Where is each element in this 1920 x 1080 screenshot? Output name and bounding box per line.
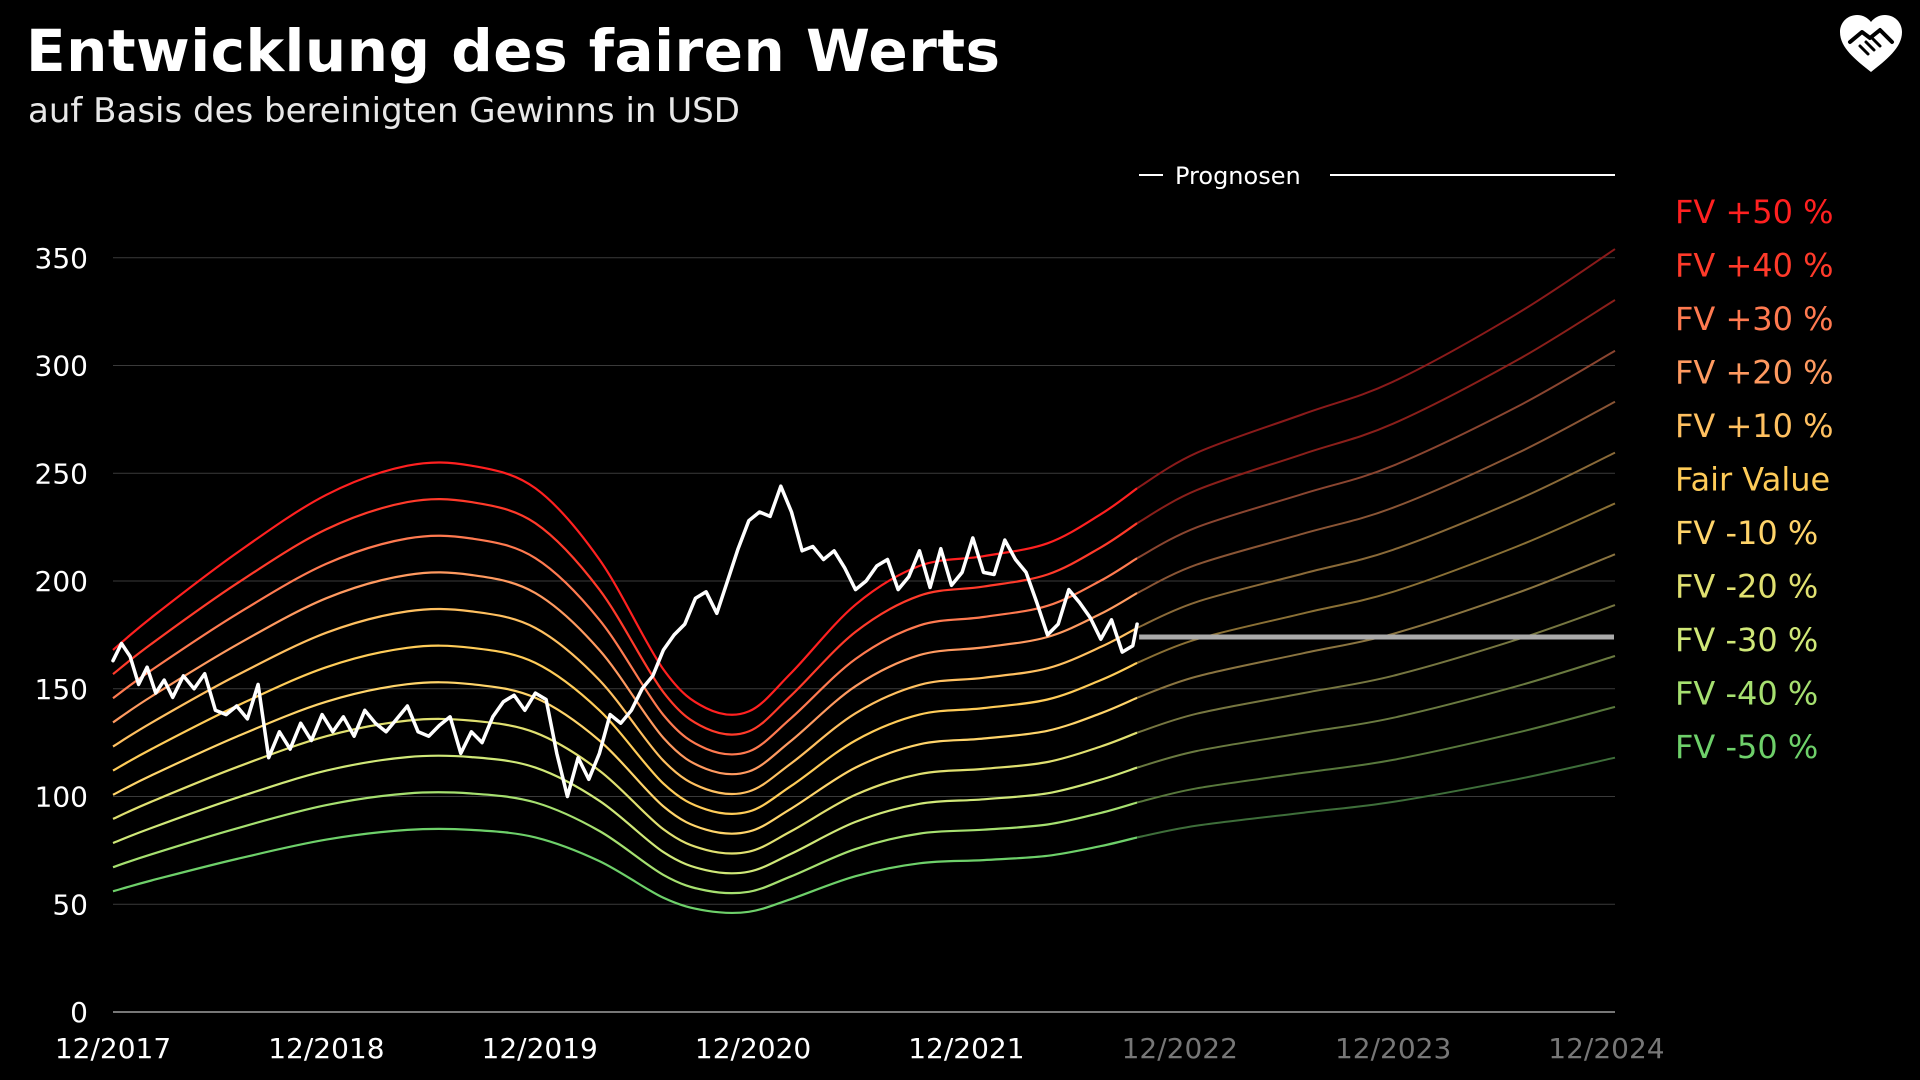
x-tick-label: 12/2023 [1335,1032,1451,1065]
band-line [112,571,1138,776]
band-line [112,754,1138,875]
legend-item: FV -50 % [1675,728,1818,766]
x-tick-label: 12/2022 [1122,1032,1238,1065]
grid-lines [113,257,1615,905]
legend-item: FV +40 % [1675,247,1834,285]
y-tick-label: 300 [35,350,88,383]
legend-item: Fair Value [1675,461,1830,499]
legend-item: FV +10 % [1675,407,1834,445]
band-line [112,717,1138,855]
band-line [112,461,1138,716]
band-line [112,497,1138,736]
y-tick-label: 100 [35,781,88,814]
legend-item: FV -10 % [1675,514,1818,552]
legend-item: FV +50 % [1675,193,1834,231]
y-tick-label: 350 [35,242,88,275]
legend-item: FV -20 % [1675,568,1818,606]
y-tick-label: 200 [35,565,88,598]
y-tick-label: 0 [70,996,88,1029]
band-line [112,791,1138,895]
y-tick-label: 150 [35,673,88,706]
band-line [112,534,1138,756]
forecast-label: Prognosen [1175,162,1301,190]
x-tick-label: 12/2021 [908,1032,1024,1065]
axes: 0 50 100 150 200 250 300 350 12/2017 12/2018 12/20… [35,162,1665,1065]
band-forecast-line [1136,604,1616,734]
x-tick-label: 12/2024 [1548,1032,1664,1065]
band-forecast-line [1136,400,1616,594]
heart-handshake-icon [1840,15,1902,72]
chart-title: Entwicklung des fairen Werts [26,17,1001,85]
band-forecast-line [1136,349,1616,560]
legend: FV +50 % FV +40 % FV +30 % FV +20 % FV +10 %… [1675,193,1834,766]
band-forecast-line [1136,655,1616,769]
y-tick-label: 250 [35,457,88,490]
price-line [111,484,1139,799]
band-forecast-line [1136,705,1616,804]
x-tick-label: 12/2018 [268,1032,384,1065]
fair-value-bands [112,248,1616,915]
band-line [112,607,1138,796]
x-tick-label: 12/2020 [695,1032,811,1065]
legend-item: FV -40 % [1675,675,1818,713]
band-forecast-line [1136,451,1616,629]
price-series [111,484,1614,799]
y-tick-label: 50 [52,888,88,921]
x-tick-label: 12/2017 [55,1032,171,1065]
band-forecast-line [1136,756,1616,839]
band-forecast-line [1136,299,1616,525]
band-line [112,644,1138,815]
legend-item: FV +20 % [1675,354,1834,392]
band-line [112,827,1138,915]
x-tick-label: 12/2019 [482,1032,598,1065]
band-forecast-line [1136,553,1616,699]
chart-subtitle: auf Basis des bereinigten Gewinns in USD [28,91,740,131]
legend-item: FV -30 % [1675,621,1818,659]
band-forecast-line [1136,248,1616,490]
band-line [112,681,1138,835]
legend-item: FV +30 % [1675,300,1834,338]
